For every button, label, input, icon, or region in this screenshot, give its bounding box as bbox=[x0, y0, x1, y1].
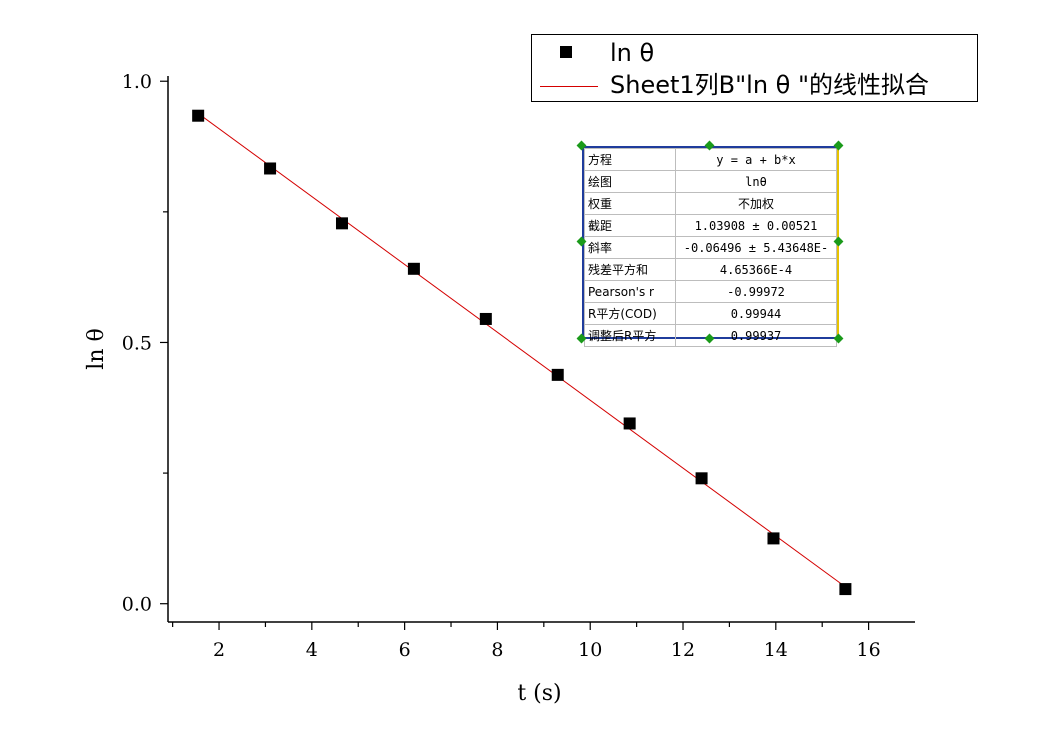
data-point bbox=[767, 532, 780, 545]
data-point bbox=[551, 368, 564, 381]
legend-square-marker-icon bbox=[560, 46, 572, 58]
fit-table-key: 残差平方和 bbox=[584, 258, 676, 281]
x-tick-label: 4 bbox=[306, 639, 318, 661]
x-tick-label: 6 bbox=[399, 639, 411, 661]
data-point bbox=[839, 583, 852, 596]
data-point bbox=[192, 109, 205, 122]
x-tick-label: 14 bbox=[764, 639, 788, 661]
fit-table-value: 不加权 bbox=[675, 192, 837, 215]
fit-table-key: Pearson's r bbox=[584, 280, 676, 303]
fit-table-row: 斜率 -0.06496 ± 5.43648E- bbox=[584, 236, 837, 259]
legend: ln θ Sheet1列B"ln θ "的线性拟合 bbox=[531, 34, 978, 102]
x-tick-label: 12 bbox=[671, 639, 695, 661]
fit-table-row: 残差平方和 4.65366E-4 bbox=[584, 258, 837, 281]
legend-item-data: ln θ bbox=[532, 37, 977, 69]
data-point bbox=[407, 262, 420, 275]
fit-table-key: 截距 bbox=[584, 214, 676, 237]
y-tick-label: 1.0 bbox=[122, 71, 152, 93]
fit-line bbox=[197, 113, 846, 588]
legend-label: ln θ bbox=[610, 39, 655, 67]
x-axis-title: t (s) bbox=[517, 681, 561, 706]
fit-table-key: 斜率 bbox=[584, 236, 676, 259]
fit-table-key: 绘图 bbox=[584, 170, 676, 193]
fit-table-row: 权重 不加权 bbox=[584, 192, 837, 215]
fit-table-row: 截距 1.03908 ± 0.00521 bbox=[584, 214, 837, 237]
fit-table-key: 权重 bbox=[584, 192, 676, 215]
data-point bbox=[623, 417, 636, 430]
data-point bbox=[695, 472, 708, 485]
fit-table-row: Pearson's r -0.99972 bbox=[584, 280, 837, 303]
axes: 2 4 6 8 10 12 14 16 0.0 0.5 1.0 t (s) ln θ bbox=[84, 71, 915, 706]
x-tick-label: 2 bbox=[213, 639, 225, 661]
fit-table-row: R平方(COD) 0.99944 bbox=[584, 302, 837, 325]
x-tick-label: 16 bbox=[857, 639, 881, 661]
fit-table-key: R平方(COD) bbox=[584, 302, 676, 325]
legend-line-marker-icon bbox=[540, 86, 598, 87]
y-tick-label: 0.0 bbox=[122, 594, 152, 616]
fit-table-row: 方程 y = a + b*x bbox=[584, 148, 837, 171]
chart-marks bbox=[192, 109, 852, 596]
fit-table-value: -0.06496 ± 5.43648E- bbox=[675, 236, 837, 259]
fit-results-table[interactable]: 方程 y = a + b*x 绘图 lnθ 权重 不加权 截距 1.03908 ± 0.005… bbox=[582, 146, 839, 347]
y-tick-label: 0.5 bbox=[122, 332, 152, 354]
x-tick-label: 10 bbox=[578, 639, 602, 661]
fit-table-key: 调整后R平方 bbox=[584, 324, 676, 347]
fit-table-value: 0.99944 bbox=[675, 302, 837, 325]
fit-table-value: -0.99972 bbox=[675, 280, 837, 303]
fit-table-value: y = a + b*x bbox=[675, 148, 837, 171]
legend-label: Sheet1列B"ln θ "的线性拟合 bbox=[610, 71, 930, 99]
y-axis-title: ln θ bbox=[84, 328, 109, 369]
fit-table-key: 方程 bbox=[584, 148, 676, 171]
data-point bbox=[479, 312, 492, 325]
x-tick-label: 8 bbox=[491, 639, 503, 661]
fit-table-value: 4.65366E-4 bbox=[675, 258, 837, 281]
fit-table-row: 绘图 lnθ bbox=[584, 170, 837, 193]
fit-table-value: lnθ bbox=[675, 170, 837, 193]
legend-item-fit: Sheet1列B"ln θ "的线性拟合 bbox=[532, 69, 977, 101]
data-point bbox=[264, 162, 277, 175]
fit-table-value: 0.99937 bbox=[675, 324, 837, 347]
fit-table-value: 1.03908 ± 0.00521 bbox=[675, 214, 837, 237]
data-point bbox=[335, 217, 348, 230]
